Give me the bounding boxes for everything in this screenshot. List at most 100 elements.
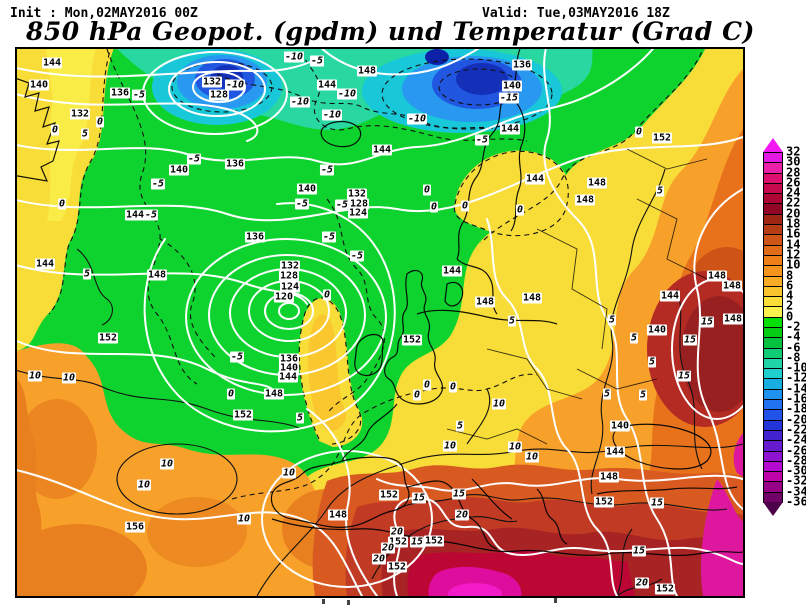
colorbar-tick-label: -36 [786,494,806,509]
geopotential-contour-label: 128 [208,89,230,101]
geopotential-contour-label: 144 [34,258,56,270]
geopotential-contour-label: 144 [524,173,546,185]
temperature-contour-label: 20 [634,577,650,589]
geopotential-contour-label: 144 [371,144,393,156]
colorbar-tick-label: 20 [786,206,801,221]
cropped-footer-glyph [347,600,350,605]
temperature-contour-label: 10 [507,441,523,453]
temperature-contour-label: -15 [498,92,520,104]
geopotential-contour-label: 140 [296,183,318,195]
temperature-contour-label: 5 [607,314,617,326]
colorbar-segment [763,347,783,359]
temperature-contour-label: 20 [454,509,470,521]
geopotential-contour-label: 144 [124,209,146,221]
colorbar-tick-label: -34 [786,484,806,499]
geopotential-contour-label: 152 [232,409,254,421]
colorbar-tick-label: -20 [786,411,806,426]
geopotential-contour-label: 136 [278,353,300,365]
colorbar-tick-label: -30 [786,463,806,478]
geopotential-contour-label: 140 [609,420,631,432]
colorbar-segment [763,285,783,297]
colorbar-tick-label: 24 [786,185,801,200]
temperature-contour-label: 15 [631,545,647,557]
colorbar-tick-label: 18 [786,216,801,231]
geopotential-contour-label: 148 [706,270,728,282]
colorbar-segment [763,152,783,163]
colorbar-tick-mark [763,254,783,256]
temperature-contour-label: 20 [389,526,405,538]
geopotential-contour-label: 152 [651,132,673,144]
geopotential-contour-label: 148 [521,292,543,304]
colorbar-segment [763,450,783,462]
colorbar-tick-label: -4 [786,329,801,344]
geopotential-contour-label: 148 [146,269,168,281]
colorbar-tick-mark [763,306,783,308]
colorbar-segment [763,296,783,307]
geopotential-contour-label: 144 [41,57,63,69]
temperature-contour-label: 5 [629,332,639,344]
temperature-contour-label: -10 [336,88,358,100]
geopotential-contour-label: 148 [574,194,596,206]
geopotential-contour-label: 124 [279,281,301,293]
geopotential-contour-label: 144 [499,123,521,135]
geopotential-contour-label: 148 [721,280,743,292]
geopotential-contour-label: 120 [273,291,295,303]
colorbar-tick-mark [763,152,783,153]
colorbar-tick-mark [763,275,783,277]
colorbar-tick-mark [763,388,783,390]
geopotential-contour-label: 148 [598,471,620,483]
geopotential-contour-label: 140 [646,324,668,336]
colorbar-segment [763,399,783,410]
temperature-contour-label: 15 [676,370,692,382]
colorbar-segment [763,275,783,287]
geopotential-contour-label: 148 [327,509,349,521]
colorbar-tick-mark [763,440,783,442]
geopotential-contour-label: 140 [28,79,50,91]
temperature-contour-label: 0 [422,184,432,196]
temperature-contour-label: 5 [455,420,465,432]
temperature-contour-label: 0 [515,204,525,216]
geopotential-contour-label: 156 [124,521,146,533]
colorbar-tick-mark [763,193,783,195]
temperature-contour-label: 5 [80,128,90,140]
temperature-contour-label: 0 [634,126,644,138]
colorbar-tick-mark [763,296,783,298]
colorbar-tick-mark [763,182,783,184]
colorbar-tick-mark [763,450,783,452]
temperature-contour-label: 10 [491,398,507,410]
temperature-contour-label: 5 [647,356,657,368]
weather-map-canvas [17,49,743,596]
geopotential-contour-label: 132 [346,188,368,200]
colorbar-tick-label: 28 [786,164,801,179]
colorbar-tick-label: 6 [786,278,794,293]
colorbar-segment [763,429,783,441]
temperature-contour-label: 10 [136,479,152,491]
temperature-contour-label: 0 [226,388,236,400]
temperature-contour-label: 20 [371,553,387,565]
geopotential-contour-label: 124 [347,207,369,219]
colorbar-segment [763,409,783,421]
temperature-contour-label: -5 [309,55,325,67]
colorbar-tick-label: 22 [786,195,801,210]
colorbar-segment [763,203,783,215]
temperature-contour-label: -5 [321,231,337,243]
temperature-contour-label: 15 [451,488,467,500]
temperature-contour-label: 0 [412,389,422,401]
geopotential-contour-label: 136 [109,87,131,99]
colorbar-tick-mark [763,368,783,370]
colorbar-tick-mark [763,327,783,328]
colorbar-tick-label: 2 [786,298,794,313]
temperature-contour-label: -5 [294,198,310,210]
geopotential-contour-label: 136 [511,59,533,71]
colorbar-segment [763,162,783,174]
temperature-contour-label: -10 [283,51,305,63]
geopotential-contour-label: 152 [401,334,423,346]
cropped-footer-glyph [322,599,325,604]
colorbar-tick-mark [763,471,783,473]
temperature-contour-label: 10 [61,372,77,384]
temperature-contour-label: -5 [319,164,335,176]
temperature-contour-label: -5 [229,351,245,363]
colorbar-segment [763,224,783,235]
geopotential-contour-label: 148 [263,388,285,400]
